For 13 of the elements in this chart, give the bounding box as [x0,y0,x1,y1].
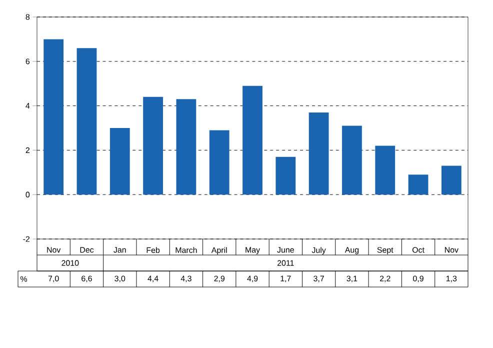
bar [176,99,196,195]
bar [242,86,262,195]
bar [76,48,97,195]
bar [276,156,296,195]
bar [408,174,428,195]
bar [342,126,362,195]
bar [375,146,396,195]
bar [308,112,329,195]
bar [44,39,64,195]
bar [110,128,130,195]
bar [209,130,230,195]
bar [143,96,163,195]
bar [441,166,462,195]
